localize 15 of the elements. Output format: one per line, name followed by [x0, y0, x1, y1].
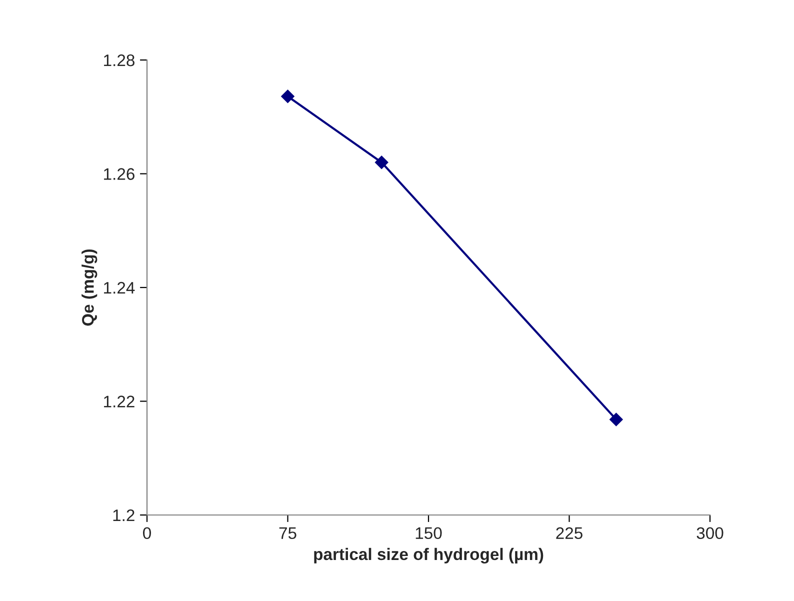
x-tick-label: 225 [556, 527, 582, 540]
x-tick-label: 300 [696, 527, 724, 540]
y-tick-label: 1.2 [113, 509, 134, 522]
x-tick-label: 150 [416, 527, 442, 540]
x-axis-title: partical size of hydrogel (µm) [314, 548, 544, 564]
point [281, 90, 294, 103]
y-tick-label: 1.28 [104, 54, 134, 66]
y-tick-label: 1.22 [104, 396, 134, 408]
y-axis-title: Qe (mg/g) [82, 249, 98, 326]
y-tick-label: 1.24 [104, 282, 135, 294]
point [374, 156, 388, 169]
x-tick-label: 0 [143, 527, 151, 540]
point [610, 412, 623, 426]
x-tick-label: 75 [279, 527, 296, 540]
y-tick-label: 1.26 [104, 168, 134, 180]
